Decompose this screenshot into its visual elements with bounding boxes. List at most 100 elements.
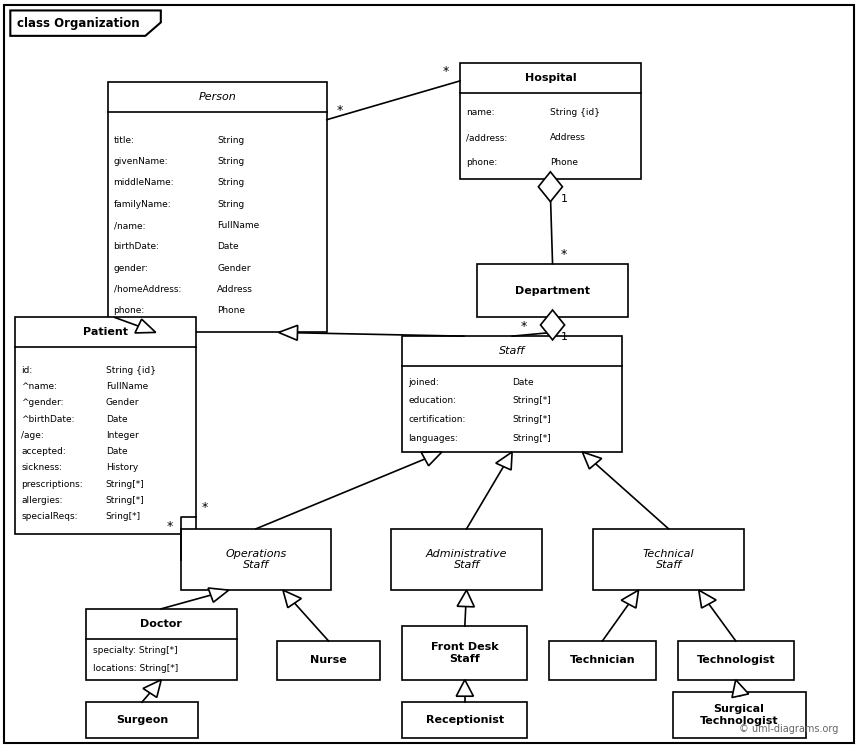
Text: Hospital: Hospital [525, 73, 576, 84]
Bar [673, 692, 806, 738]
Bar [678, 641, 794, 680]
Bar [402, 702, 527, 738]
Text: Date: Date [106, 415, 127, 424]
Polygon shape [283, 590, 301, 607]
Text: Staff: Staff [499, 346, 525, 356]
Text: FullName: FullName [106, 382, 148, 391]
Text: String[*]: String[*] [106, 496, 144, 505]
Text: name:: name: [466, 108, 494, 117]
Bar [108, 82, 327, 332]
Text: specialty: String[*]: specialty: String[*] [93, 646, 177, 655]
Polygon shape [456, 680, 473, 696]
Text: prescriptions:: prescriptions: [22, 480, 83, 489]
Text: Administrative
Staff: Administrative Staff [426, 549, 507, 570]
Text: *: * [201, 500, 207, 514]
Text: sickness:: sickness: [22, 463, 63, 472]
Text: Operations
Staff: Operations Staff [225, 549, 286, 570]
Text: Gender: Gender [217, 264, 250, 273]
Text: History: History [106, 463, 138, 472]
Polygon shape [732, 680, 749, 698]
Text: id:: id: [22, 366, 33, 375]
Text: Address: Address [550, 133, 587, 142]
Text: Technical
Staff: Technical Staff [642, 549, 695, 570]
Text: ^name:: ^name: [22, 382, 58, 391]
Text: *: * [562, 248, 568, 261]
Text: Department: Department [515, 285, 590, 296]
Text: locations: String[*]: locations: String[*] [93, 664, 178, 673]
Polygon shape [541, 310, 564, 340]
Text: /homeAddress:: /homeAddress: [114, 285, 181, 294]
Text: String: String [217, 136, 244, 145]
Polygon shape [279, 326, 298, 341]
Text: 1: 1 [561, 193, 568, 204]
Text: Technologist: Technologist [697, 655, 775, 666]
Text: languages:: languages: [408, 434, 458, 443]
Bar [181, 529, 331, 590]
Text: Technician: Technician [569, 655, 636, 666]
Text: String: String [217, 199, 244, 208]
Polygon shape [698, 590, 716, 608]
Text: 1: 1 [562, 332, 568, 342]
Text: String {id}: String {id} [550, 108, 600, 117]
Polygon shape [135, 319, 156, 333]
Text: Surgeon: Surgeon [116, 715, 168, 725]
Text: familyName:: familyName: [114, 199, 171, 208]
Bar [391, 529, 542, 590]
Bar [460, 63, 641, 179]
Text: /name:: /name: [114, 221, 145, 230]
Text: Nurse: Nurse [310, 655, 347, 666]
Bar [402, 336, 622, 452]
Text: String[*]: String[*] [513, 434, 551, 443]
Bar [277, 641, 380, 680]
Polygon shape [458, 590, 475, 607]
Text: accepted:: accepted: [22, 447, 66, 456]
Text: *: * [337, 104, 343, 117]
Text: Address: Address [217, 285, 253, 294]
Text: FullName: FullName [217, 221, 260, 230]
Text: givenName:: givenName: [114, 157, 169, 166]
Polygon shape [621, 590, 638, 608]
Polygon shape [496, 452, 513, 470]
Text: phone:: phone: [466, 158, 497, 167]
Text: Date: Date [513, 378, 534, 387]
Text: allergies:: allergies: [22, 496, 63, 505]
Text: Sring[*]: Sring[*] [106, 512, 141, 521]
Polygon shape [421, 452, 442, 465]
Text: Phone: Phone [217, 306, 245, 315]
Text: ^gender:: ^gender: [22, 398, 64, 407]
Text: Surgical
Technologist: Surgical Technologist [700, 704, 778, 725]
Text: class Organization: class Organization [17, 16, 140, 30]
Text: String: String [217, 179, 244, 187]
Bar [15, 317, 196, 534]
Text: String[*]: String[*] [106, 480, 144, 489]
Text: Date: Date [106, 447, 127, 456]
Bar [593, 529, 744, 590]
Text: *: * [167, 520, 173, 533]
Text: Date: Date [217, 242, 239, 251]
Text: certification:: certification: [408, 415, 466, 424]
Text: phone:: phone: [114, 306, 144, 315]
Polygon shape [582, 452, 602, 469]
Text: String: String [217, 157, 244, 166]
Text: Phone: Phone [550, 158, 579, 167]
Text: joined:: joined: [408, 378, 439, 387]
Text: birthDate:: birthDate: [114, 242, 159, 251]
Text: Receptionist: Receptionist [426, 715, 504, 725]
Text: Gender: Gender [106, 398, 139, 407]
Polygon shape [538, 172, 562, 202]
Text: Patient: Patient [83, 327, 128, 338]
Bar [86, 609, 237, 680]
Text: *: * [443, 65, 449, 78]
Text: String[*]: String[*] [513, 397, 551, 406]
Text: String[*]: String[*] [513, 415, 551, 424]
Text: /address:: /address: [466, 133, 507, 142]
Text: Doctor: Doctor [140, 619, 182, 629]
Text: title:: title: [114, 136, 134, 145]
Bar [402, 626, 527, 680]
Bar [477, 264, 628, 317]
Text: © uml-diagrams.org: © uml-diagrams.org [739, 724, 838, 734]
Text: specialReqs:: specialReqs: [22, 512, 78, 521]
Text: String {id}: String {id} [106, 366, 156, 375]
Text: education:: education: [408, 397, 457, 406]
Text: *: * [521, 320, 527, 333]
